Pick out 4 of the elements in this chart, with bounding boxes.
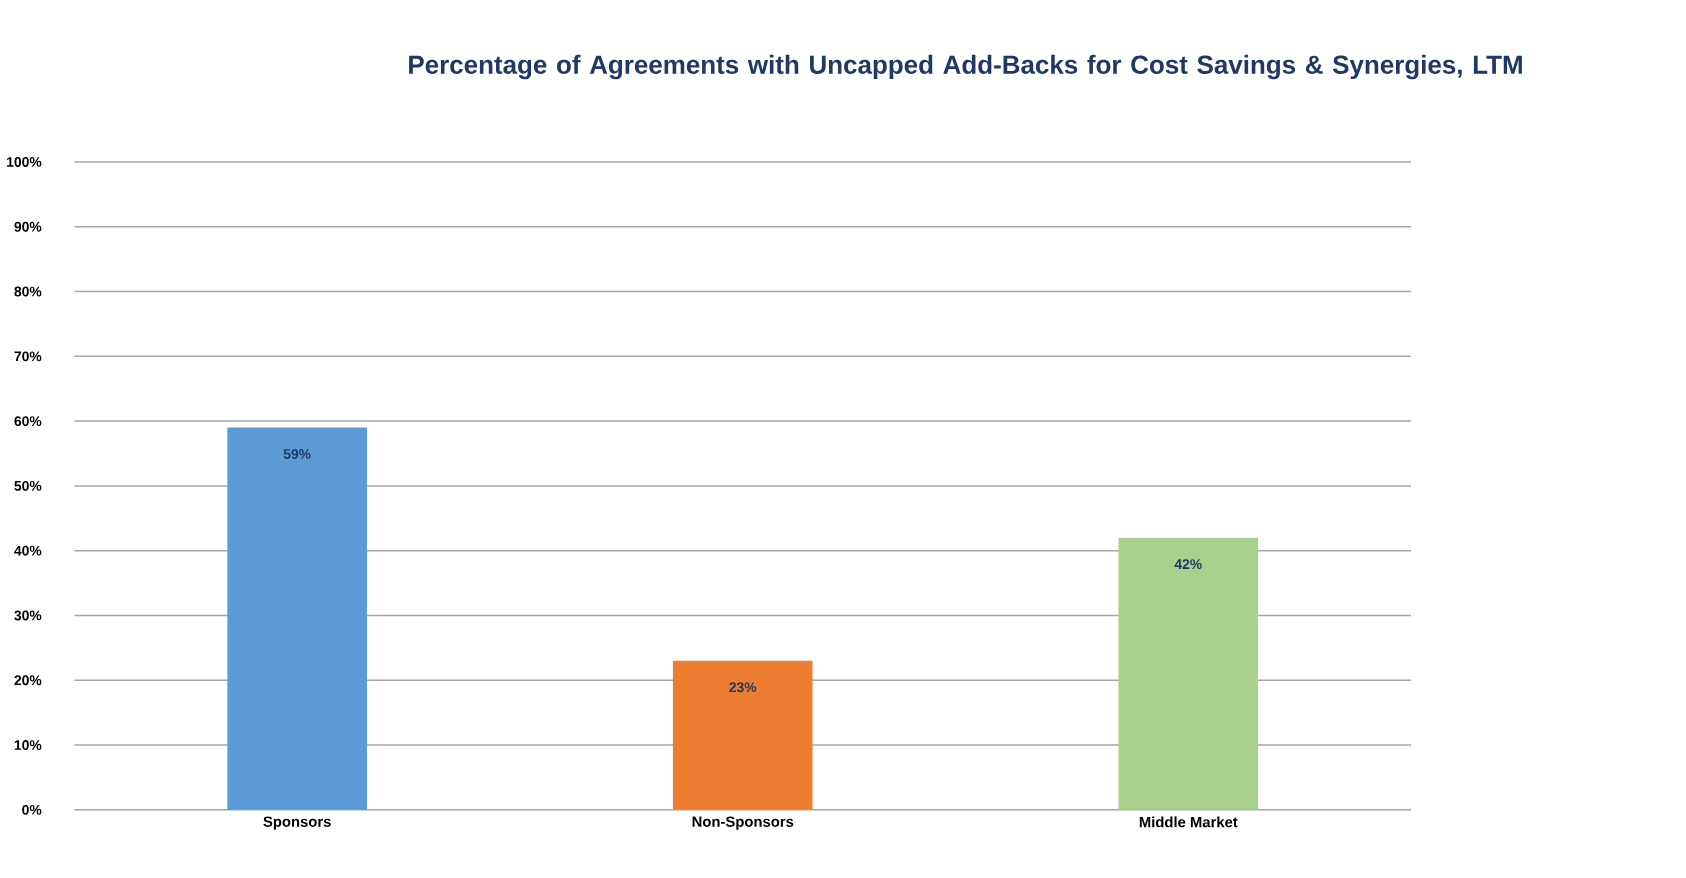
chart-title: Percentage of Agreements with Uncapped Add-Backs for Cost Savings & Synergies, LTM	[409, 54, 1522, 79]
bar	[227, 427, 367, 810]
bar	[672, 660, 813, 810]
bar	[1118, 537, 1259, 810]
